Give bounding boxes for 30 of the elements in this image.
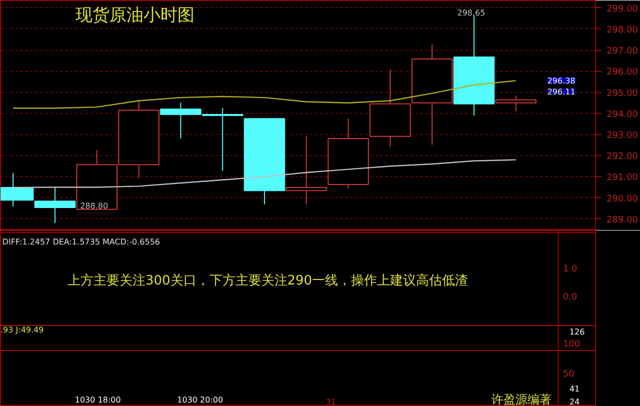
annotation: 298.65	[457, 8, 486, 18]
text: .93 J:49.49	[0, 326, 44, 334]
annotation: 288.80	[80, 202, 108, 210]
y-tick-label: 297.00	[606, 46, 638, 57]
text: 31	[326, 398, 336, 406]
text: 296.38	[547, 76, 576, 86]
chart-title: 现货原油小时图	[76, 6, 194, 26]
text: 126	[569, 328, 585, 336]
y-tick-label: 294.00	[606, 110, 638, 120]
text: 1030 18:00	[74, 396, 121, 404]
text: 296.11	[547, 88, 576, 96]
text: 上方主要关注300关口，下方主要关注290一线，操作上建议高估低渣	[67, 272, 468, 288]
text: 许盈源编著	[491, 392, 552, 406]
text: 1030 20:00	[177, 396, 224, 404]
y-tick-label: 295.00	[606, 88, 638, 99]
text: 50	[562, 370, 575, 380]
y-tick-label: 296.00	[606, 68, 638, 78]
y-tick-label: 290.00	[606, 194, 638, 204]
text: 0.0	[562, 292, 578, 302]
text: 1.0	[562, 264, 578, 274]
text: 100	[562, 340, 580, 350]
y-tick-label: 289.00	[606, 215, 638, 226]
y-tick-label: 292.00	[606, 152, 638, 162]
text: DIFF:1.2457 DEA:1.5735 MACD:-0.6556	[2, 238, 160, 246]
text: 24	[569, 398, 580, 406]
y-tick-label: 298.00	[606, 25, 638, 36]
text: 41	[569, 384, 580, 394]
y-tick-label: 291.00	[606, 173, 638, 184]
y-tick-label: 299.00	[606, 4, 638, 14]
y-tick-label: 293.00	[606, 130, 638, 141]
